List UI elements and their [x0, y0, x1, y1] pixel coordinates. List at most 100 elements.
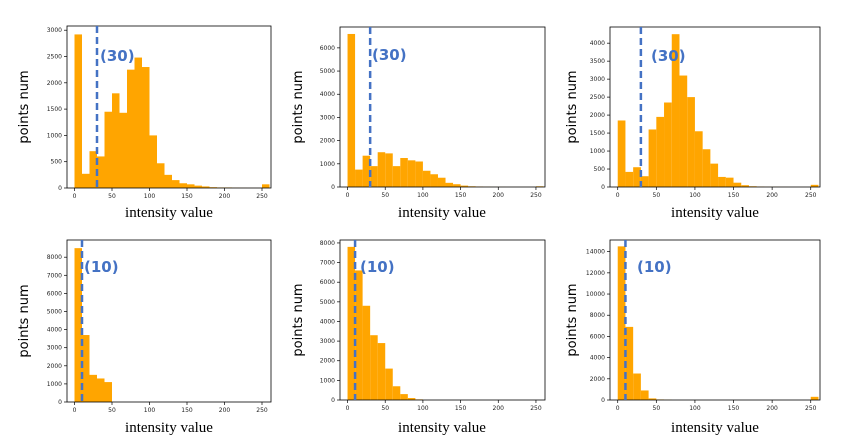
y-tick-label: 6000 [47, 290, 62, 297]
y-tick-label: 0 [58, 399, 62, 406]
x-tick-label: 200 [766, 192, 778, 199]
plot-frame [609, 26, 821, 188]
y-tick-label: 4000 [320, 91, 335, 98]
histogram-bar [104, 111, 112, 188]
histogram-bar [640, 176, 649, 187]
y-tick-label: 8000 [47, 254, 62, 261]
y-tick-label: 0 [601, 397, 605, 404]
histogram-bar [694, 131, 703, 187]
y-tick-label: 6000 [320, 279, 335, 286]
histogram-bar [633, 167, 641, 187]
y-tick-label: 4000 [590, 355, 605, 362]
histogram-bar [164, 174, 172, 188]
histogram-bar [664, 102, 672, 187]
x-tick-label: 100 [689, 192, 701, 199]
x-tick-label: 200 [766, 405, 778, 412]
y-tick-label: 3000 [320, 338, 335, 345]
plot-frame [609, 239, 821, 401]
histogram-bar [82, 335, 90, 402]
x-axis-label: intensity value [671, 205, 759, 221]
histogram-bar [392, 166, 401, 187]
x-tick-label: 100 [144, 193, 156, 200]
histogram-bar [362, 155, 371, 187]
histogram-bar [149, 135, 157, 188]
x-tick-label: 250 [530, 405, 542, 412]
histogram-bar [89, 151, 97, 188]
histogram-bar [733, 182, 742, 187]
x-tick-label: 100 [144, 407, 156, 414]
y-tick-label: 5000 [320, 299, 335, 306]
x-tick-label: 150 [181, 407, 193, 414]
x-tick-label: 50 [653, 405, 661, 412]
y-tick-label: 0 [601, 184, 605, 191]
y-axis-label: points num [291, 283, 306, 356]
histogram-bar [460, 185, 469, 187]
histogram-bar [407, 398, 416, 400]
y-tick-label: 10000 [586, 291, 605, 298]
x-tick-label: 100 [689, 405, 701, 412]
histogram-bar [810, 396, 819, 400]
x-tick-label: 250 [256, 407, 268, 414]
x-axis-label: intensity value [398, 205, 486, 221]
histogram-bar [407, 160, 416, 187]
x-tick-label: 150 [181, 193, 193, 200]
y-tick-label: 14000 [586, 249, 605, 256]
y-tick-label: 1000 [47, 381, 62, 388]
y-tick-label: 0 [331, 397, 335, 404]
x-tick-label: 0 [73, 407, 77, 414]
x-tick-label: 0 [616, 405, 620, 412]
histogram-bar [437, 177, 446, 187]
x-axis-label: intensity value [125, 205, 213, 221]
y-tick-label: 1000 [320, 377, 335, 384]
histogram-bar [617, 120, 626, 187]
y-tick-label: 2000 [590, 376, 605, 383]
histogram-bar [347, 33, 356, 188]
x-tick-label: 50 [108, 193, 116, 200]
histogram-bar [671, 34, 680, 187]
y-axis-label: points num [565, 70, 580, 143]
y-tick-label: 5000 [320, 68, 335, 75]
x-tick-label: 200 [493, 192, 505, 199]
histogram-bar [710, 163, 719, 187]
histogram-bar [385, 368, 393, 400]
y-tick-label: 2000 [47, 80, 62, 87]
y-tick-label: 1500 [47, 106, 62, 113]
histogram-bar [179, 183, 187, 188]
histogram-bar [157, 163, 165, 188]
histogram-bar [430, 174, 438, 187]
histogram-bar [648, 398, 657, 400]
threshold-label: (30) [372, 46, 407, 64]
y-tick-label: 2000 [320, 358, 335, 365]
threshold-label: (10) [360, 258, 395, 276]
histogram-bar [127, 69, 135, 188]
y-tick-label: 4000 [590, 40, 605, 47]
y-tick-label: 8000 [320, 240, 335, 247]
x-tick-label: 0 [73, 193, 77, 200]
x-tick-label: 50 [381, 405, 389, 412]
x-tick-label: 0 [616, 192, 620, 199]
histogram-bar [400, 158, 408, 187]
y-tick-label: 5000 [47, 308, 62, 315]
plot-frame [66, 25, 272, 189]
x-axis-label: intensity value [125, 420, 213, 436]
histogram-bar [453, 184, 461, 187]
y-axis-label: points num [291, 70, 306, 143]
y-axis-label: points num [17, 284, 32, 357]
threshold-label: (30) [651, 47, 686, 65]
x-tick-label: 250 [805, 405, 817, 412]
x-tick-label: 150 [455, 405, 467, 412]
threshold-label: (10) [84, 258, 119, 276]
histogram-bar [625, 171, 634, 187]
histogram-bar [445, 182, 454, 187]
histogram-bar [625, 326, 634, 400]
histogram-bar [617, 246, 626, 400]
y-tick-label: 1000 [47, 132, 62, 139]
histogram-bar [741, 185, 749, 187]
y-axis-label: points num [565, 283, 580, 356]
histogram-bar [392, 386, 401, 400]
y-tick-label: 12000 [586, 270, 605, 277]
y-tick-label: 500 [594, 166, 606, 173]
histogram-bar [640, 390, 649, 400]
histogram-bar [370, 166, 378, 187]
